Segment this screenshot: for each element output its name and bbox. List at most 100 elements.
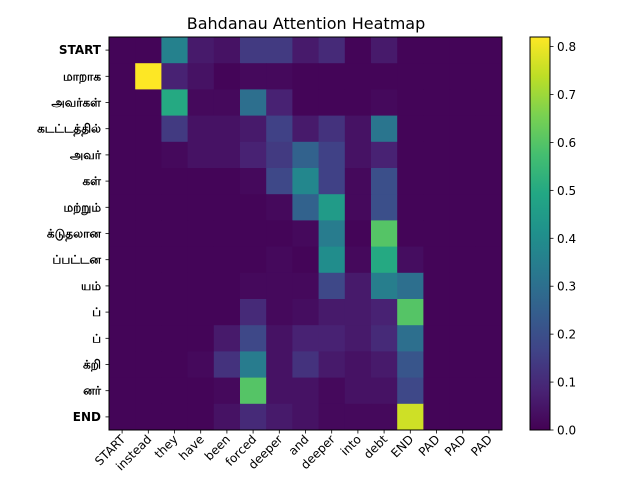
y-tick-label: னர் [83, 384, 102, 398]
heatmap-cell-r7-c4 [213, 220, 241, 248]
heatmap-cell-r4-c5 [240, 141, 267, 169]
heatmap-cell-r14-c7 [292, 403, 320, 431]
heatmap-cell-r4-c10 [371, 141, 398, 169]
heatmap-cell-r9-c4 [213, 272, 241, 300]
heatmap-cell-r8-c10 [371, 246, 398, 274]
heatmap-cell-r0-c6 [266, 37, 293, 64]
heatmap-cell-r6-c14 [475, 194, 503, 221]
y-tick-label: அவர் [70, 148, 102, 162]
colorbar-tick-label: 0.8 [557, 40, 576, 54]
heatmap-cell-r9-c5 [240, 272, 267, 300]
heatmap-cell-r5-c9 [344, 168, 372, 195]
x-tick-label: END [388, 432, 416, 460]
heatmap-cell-r6-c9 [344, 194, 372, 221]
heatmap-cell-r7-c3 [187, 220, 215, 248]
heatmap-cell-r5-c8 [318, 168, 346, 195]
heatmap-cell-r1-c12 [423, 63, 451, 90]
heatmap-cell-r2-c11 [397, 89, 424, 117]
heatmap-cell-r12-c3 [187, 351, 215, 379]
y-tick-label: மாறாக [63, 69, 101, 83]
x-tick-label: they [152, 432, 181, 461]
heatmap-cell-r10-c14 [475, 299, 503, 326]
heatmap-cell-r7-c12 [423, 220, 451, 248]
heatmap-cell-r5-c6 [266, 168, 293, 195]
heatmap-cell-r7-c1 [135, 220, 162, 248]
heatmap-cell-r14-c8 [318, 403, 346, 431]
heatmap-cell-r9-c14 [475, 272, 503, 300]
y-tick-label: ப்பட்டன [52, 253, 101, 267]
heatmap-cell-r4-c3 [187, 141, 215, 169]
heatmap-cell-r7-c9 [344, 220, 372, 248]
heatmap-cell-r5-c2 [161, 168, 189, 195]
heatmap-cell-r1-c6 [266, 63, 293, 90]
heatmap-cell-r2-c8 [318, 89, 346, 117]
heatmap-cell-r6-c6 [266, 194, 293, 221]
x-tick-label: have [176, 432, 207, 463]
heatmap-cell-r1-c10 [371, 63, 398, 90]
heatmap-cell-r9-c1 [135, 272, 162, 300]
heatmap-cell-r0-c14 [475, 37, 503, 64]
heatmap-cell-r2-c5 [240, 89, 267, 117]
heatmap-cell-r5-c12 [423, 168, 451, 195]
heatmap-cell-r0-c4 [213, 37, 241, 64]
heatmap-cell-r3-c3 [187, 115, 215, 143]
heatmap-cell-r6-c3 [187, 194, 215, 221]
heatmap-cell-r10-c1 [135, 299, 162, 326]
heatmap-cell-r12-c2 [161, 351, 189, 379]
colorbar-tick-label: 0.2 [557, 328, 576, 342]
heatmap-cell-r3-c5 [240, 115, 267, 143]
heatmap-cell-r0-c11 [397, 37, 424, 64]
colorbar-tick-label: 0.0 [557, 424, 576, 438]
heatmap-cell-r1-c13 [449, 63, 477, 90]
heatmap-cell-r3-c4 [213, 115, 241, 143]
heatmap-cell-r14-c11 [397, 403, 424, 431]
heatmap-cell-r3-c13 [449, 115, 477, 143]
x-tick-label: PAD [468, 432, 495, 459]
heatmap-cells [109, 37, 503, 431]
heatmap-cell-r6-c5 [240, 194, 267, 221]
heatmap-cell-r7-c10 [371, 220, 398, 248]
heatmap-cell-r0-c12 [423, 37, 451, 64]
heatmap-cell-r8-c14 [475, 246, 503, 274]
heatmap-cell-r6-c1 [135, 194, 162, 221]
heatmap-cell-r11-c10 [371, 325, 398, 352]
heatmap-cell-r2-c3 [187, 89, 215, 117]
heatmap-cell-r8-c7 [292, 246, 320, 274]
heatmap-cell-r12-c1 [135, 351, 162, 379]
heatmap-cell-r4-c9 [344, 141, 372, 169]
heatmap-cell-r12-c12 [423, 351, 451, 379]
heatmap-cell-r3-c11 [397, 115, 424, 143]
heatmap-cell-r13-c6 [266, 377, 293, 405]
heatmap-cell-r8-c5 [240, 246, 267, 274]
heatmap-cell-r11-c7 [292, 325, 320, 352]
heatmap-cell-r12-c5 [240, 351, 267, 379]
heatmap-cell-r6-c8 [318, 194, 346, 221]
heatmap-cell-r5-c3 [187, 168, 215, 195]
heatmap-cell-r5-c11 [397, 168, 424, 195]
heatmap-cell-r3-c9 [344, 115, 372, 143]
heatmap-cell-r11-c2 [161, 325, 189, 352]
x-tick-label: debt [361, 432, 390, 461]
heatmap-cell-r5-c13 [449, 168, 477, 195]
heatmap-cell-r2-c2 [161, 89, 189, 117]
heatmap-cell-r8-c0 [109, 246, 136, 274]
heatmap-cell-r5-c5 [240, 168, 267, 195]
heatmap-cell-r1-c0 [109, 63, 136, 90]
heatmap-cell-r13-c12 [423, 377, 451, 405]
heatmap-cell-r4-c13 [449, 141, 477, 169]
heatmap-cell-r8-c8 [318, 246, 346, 274]
y-tick-label: க்டுதலான [47, 227, 101, 242]
heatmap-cell-r12-c7 [292, 351, 320, 379]
heatmap-cell-r10-c11 [397, 299, 424, 326]
heatmap-cell-r12-c6 [266, 351, 293, 379]
heatmap-cell-r9-c10 [371, 272, 398, 300]
heatmap-cell-r4-c11 [397, 141, 424, 169]
heatmap-cell-r3-c7 [292, 115, 320, 143]
heatmap-cell-r10-c0 [109, 299, 136, 326]
heatmap-cell-r11-c8 [318, 325, 346, 352]
heatmap-cell-r13-c5 [240, 377, 267, 405]
heatmap-cell-r8-c11 [397, 246, 424, 274]
heatmap-cell-r10-c10 [371, 299, 398, 326]
heatmap-cell-r11-c5 [240, 325, 267, 352]
heatmap-cell-r1-c7 [292, 63, 320, 90]
